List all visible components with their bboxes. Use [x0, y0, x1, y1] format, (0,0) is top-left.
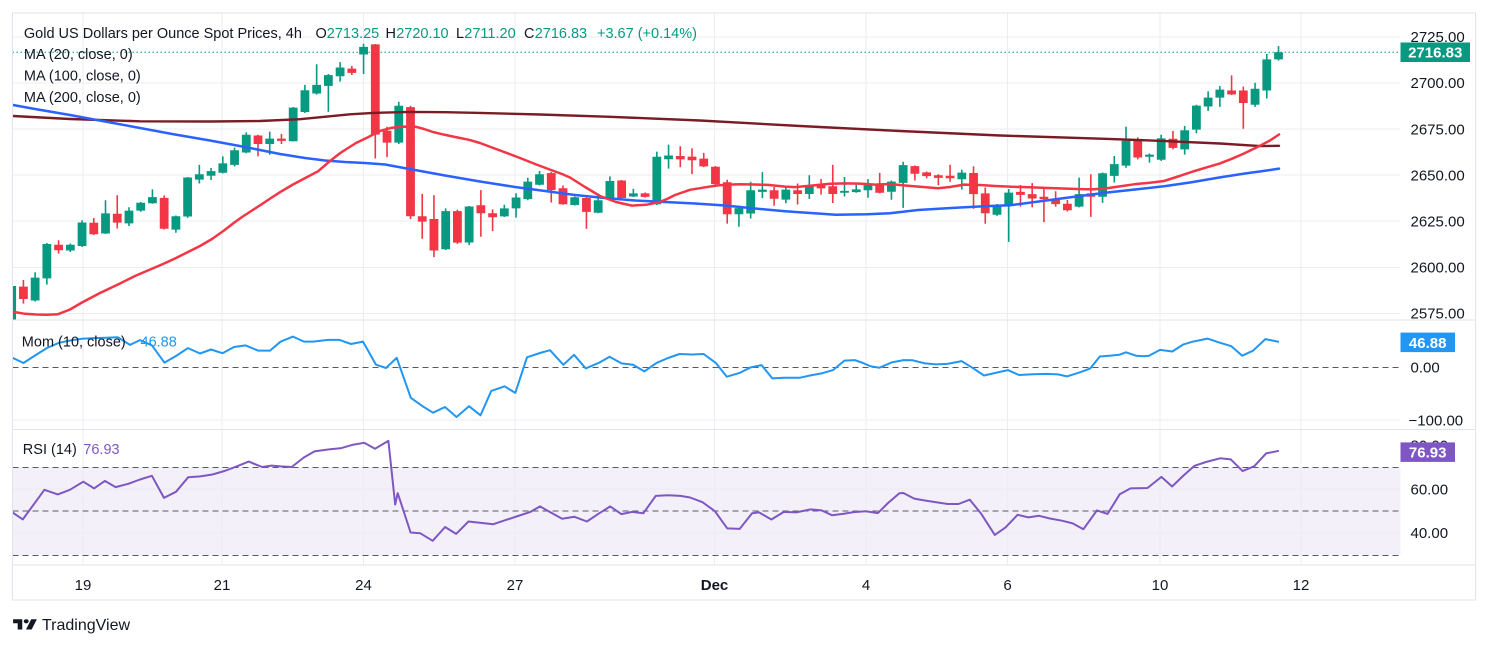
svg-text:2713.25: 2713.25: [327, 26, 379, 42]
svg-text:Dec: Dec: [701, 577, 729, 594]
svg-text:C: C: [524, 26, 534, 42]
svg-text:2650.00: 2650.00: [1411, 167, 1465, 184]
svg-text:4: 4: [862, 577, 870, 594]
svg-text:10: 10: [1152, 577, 1169, 594]
svg-text:L: L: [456, 26, 464, 42]
svg-text:27: 27: [507, 577, 524, 594]
svg-text:2711.20: 2711.20: [464, 26, 515, 42]
svg-text:2700.00: 2700.00: [1411, 75, 1465, 92]
svg-text:MA (100, close, 0): MA (100, close, 0): [24, 68, 141, 84]
svg-text:46.88: 46.88: [1409, 335, 1447, 352]
svg-text:2716.83: 2716.83: [1408, 45, 1462, 62]
svg-text:TradingView: TradingView: [42, 617, 130, 634]
svg-text:H: H: [386, 26, 396, 42]
svg-text:76.93: 76.93: [1409, 445, 1447, 462]
svg-text:2575.00: 2575.00: [1411, 306, 1465, 323]
svg-text:60.00: 60.00: [1411, 481, 1449, 498]
svg-text:12: 12: [1293, 577, 1310, 594]
svg-text:19: 19: [75, 577, 92, 594]
svg-text:O: O: [316, 26, 327, 42]
svg-text:Mom (10, close): Mom (10, close): [22, 334, 126, 350]
svg-text:0.00: 0.00: [1411, 360, 1440, 377]
svg-text:+3.67 (+0.14%): +3.67 (+0.14%): [597, 26, 697, 42]
svg-text:2625.00: 2625.00: [1411, 214, 1465, 231]
svg-text:21: 21: [214, 577, 231, 594]
svg-text:2720.10: 2720.10: [396, 26, 448, 42]
svg-text:2716.83: 2716.83: [535, 26, 587, 42]
svg-text:MA (200, close, 0): MA (200, close, 0): [24, 90, 141, 106]
svg-text:76.93: 76.93: [83, 442, 119, 458]
svg-text:40.00: 40.00: [1411, 525, 1449, 542]
svg-text:2600.00: 2600.00: [1411, 260, 1465, 277]
svg-text:MA (20, close, 0): MA (20, close, 0): [24, 47, 133, 63]
svg-text:2675.00: 2675.00: [1411, 121, 1465, 138]
svg-text:−100.00: −100.00: [1409, 412, 1464, 429]
svg-text:Gold US Dollars per Ounce Spot: Gold US Dollars per Ounce Spot Prices, 4…: [24, 26, 302, 42]
svg-text:24: 24: [355, 577, 372, 594]
svg-text:2725.00: 2725.00: [1411, 29, 1465, 46]
svg-text:46.88: 46.88: [141, 334, 177, 350]
svg-text:6: 6: [1003, 577, 1011, 594]
svg-text:RSI (14): RSI (14): [23, 442, 77, 458]
